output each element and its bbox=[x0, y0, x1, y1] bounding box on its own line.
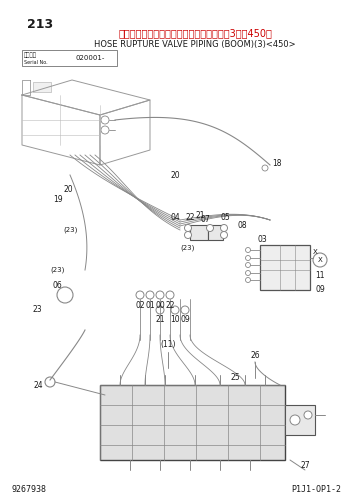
Circle shape bbox=[245, 248, 251, 252]
Text: 07: 07 bbox=[200, 216, 210, 224]
Circle shape bbox=[245, 278, 251, 282]
Circle shape bbox=[245, 270, 251, 276]
Bar bbox=[260, 245, 310, 290]
Text: 23: 23 bbox=[32, 306, 42, 314]
Circle shape bbox=[166, 291, 174, 299]
Bar bbox=[285, 405, 315, 435]
Bar bbox=[190, 225, 208, 240]
Text: 19: 19 bbox=[53, 196, 63, 204]
Text: 01: 01 bbox=[145, 300, 155, 310]
Circle shape bbox=[304, 411, 312, 419]
Text: 22: 22 bbox=[185, 214, 195, 222]
Text: P1J1-OP1-2: P1J1-OP1-2 bbox=[291, 486, 341, 494]
Text: 26: 26 bbox=[250, 350, 260, 360]
Circle shape bbox=[207, 224, 214, 232]
Text: 213: 213 bbox=[27, 18, 53, 31]
Text: (23): (23) bbox=[181, 244, 195, 251]
Text: 06: 06 bbox=[52, 280, 62, 289]
Text: 21: 21 bbox=[155, 316, 165, 324]
Circle shape bbox=[45, 377, 55, 387]
Text: (23): (23) bbox=[64, 227, 78, 233]
Text: 10: 10 bbox=[170, 316, 180, 324]
Text: 00: 00 bbox=[155, 300, 165, 310]
Text: HOSE RUPTURE VALVE PIPING (BOOM)(3)<450>: HOSE RUPTURE VALVE PIPING (BOOM)(3)<450> bbox=[94, 40, 296, 49]
Text: 03: 03 bbox=[258, 236, 268, 244]
Circle shape bbox=[245, 256, 251, 260]
Text: 020001-: 020001- bbox=[75, 55, 104, 61]
Circle shape bbox=[245, 262, 251, 268]
Text: 適用機種: 適用機種 bbox=[24, 52, 37, 58]
Text: 08: 08 bbox=[238, 220, 247, 230]
Bar bbox=[208, 225, 223, 240]
Text: 21: 21 bbox=[195, 210, 205, 220]
Text: 27: 27 bbox=[300, 460, 310, 469]
Text: 20: 20 bbox=[170, 170, 180, 179]
Circle shape bbox=[156, 306, 164, 314]
Circle shape bbox=[185, 224, 191, 232]
Text: X: X bbox=[318, 257, 322, 263]
Text: 22: 22 bbox=[165, 300, 175, 310]
Circle shape bbox=[221, 224, 227, 232]
Text: 20: 20 bbox=[63, 186, 73, 194]
Circle shape bbox=[146, 291, 154, 299]
Text: 18: 18 bbox=[272, 158, 281, 168]
Text: 04: 04 bbox=[170, 214, 180, 222]
Circle shape bbox=[101, 116, 109, 124]
Text: 09: 09 bbox=[180, 316, 190, 324]
Circle shape bbox=[57, 287, 73, 303]
Circle shape bbox=[185, 232, 191, 238]
Text: 02: 02 bbox=[135, 300, 145, 310]
Circle shape bbox=[181, 306, 189, 314]
Text: 25: 25 bbox=[230, 374, 240, 382]
Circle shape bbox=[221, 232, 227, 238]
Text: Serial No.: Serial No. bbox=[24, 60, 48, 64]
Circle shape bbox=[262, 165, 268, 171]
Bar bbox=[100, 385, 285, 460]
Text: 05: 05 bbox=[220, 214, 230, 222]
Circle shape bbox=[290, 415, 300, 425]
Text: 11: 11 bbox=[315, 270, 324, 280]
Text: 9267938: 9267938 bbox=[12, 486, 47, 494]
Text: X: X bbox=[313, 249, 317, 255]
Text: 09: 09 bbox=[315, 286, 325, 294]
Circle shape bbox=[136, 291, 144, 299]
Circle shape bbox=[156, 291, 164, 299]
Text: (23): (23) bbox=[50, 267, 65, 273]
Circle shape bbox=[171, 306, 179, 314]
Circle shape bbox=[313, 253, 327, 267]
Bar bbox=[33, 82, 51, 92]
Text: ホースラプチャバルブ配管（ブーム）　（3）＜450＞: ホースラプチャバルブ配管（ブーム） （3）＜450＞ bbox=[118, 28, 272, 38]
Text: (11): (11) bbox=[160, 340, 176, 349]
Text: 24: 24 bbox=[33, 380, 43, 390]
Bar bbox=[22, 50, 117, 66]
Circle shape bbox=[101, 126, 109, 134]
